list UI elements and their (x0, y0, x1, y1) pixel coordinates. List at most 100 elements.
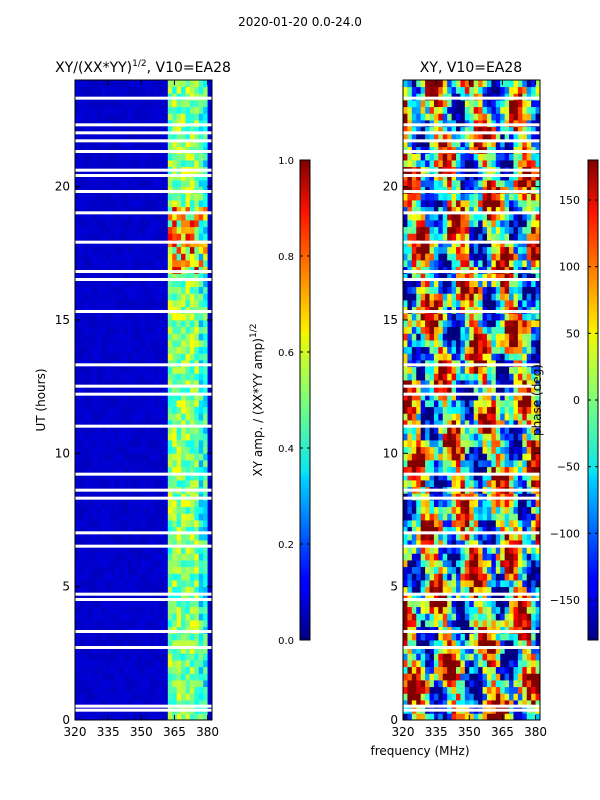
heatmap-cell (509, 686, 514, 694)
heatmap-cell (189, 566, 195, 574)
heatmap-cell (464, 693, 470, 701)
heatmap-cell (500, 526, 506, 534)
heatmap-cell (75, 393, 80, 401)
heatmap-cell (198, 340, 204, 348)
heatmap-cell (167, 126, 173, 134)
heatmap-cell (97, 540, 102, 548)
heatmap-cell (128, 700, 133, 708)
heatmap-cell (92, 633, 98, 641)
heatmap-cell (500, 446, 506, 454)
heatmap-cell (509, 620, 514, 628)
heatmap-cell (447, 580, 453, 588)
heatmap-cell (105, 393, 111, 401)
heatmap-cell (181, 260, 186, 268)
heatmap-cell (460, 600, 466, 608)
heatmap-cell (105, 126, 111, 134)
heatmap-cell (464, 413, 470, 421)
heatmap-cell (526, 440, 532, 448)
heatmap-cell (203, 673, 208, 681)
heatmap-cell (136, 646, 142, 654)
heatmap-cell (189, 333, 195, 341)
heatmap-cell (526, 400, 532, 408)
heatmap-cell (92, 246, 98, 254)
heatmap-cell (145, 600, 151, 608)
heatmap-cell (172, 233, 178, 241)
y-tick-label: 10 (55, 446, 70, 460)
heatmap-cell (447, 333, 453, 341)
heatmap-cell (141, 206, 147, 214)
heatmap-cell (464, 513, 470, 521)
heatmap-cell (79, 540, 85, 548)
heatmap-cell (198, 586, 204, 594)
heatmap-cell (411, 613, 417, 621)
heatmap-cell (451, 533, 457, 541)
heatmap-cell (119, 466, 125, 474)
heatmap-cell (97, 133, 102, 141)
heatmap-cell (482, 540, 488, 548)
heatmap-cell (486, 400, 492, 408)
heatmap-cell (163, 513, 169, 521)
heatmap-cell (416, 406, 422, 414)
heatmap-cell (509, 313, 514, 321)
heatmap-cell (123, 500, 129, 508)
heatmap-cell (136, 640, 142, 648)
heatmap-cell (207, 640, 213, 648)
heatmap-cell (181, 553, 186, 561)
heatmap-cell (185, 80, 191, 88)
heatmap-cell (132, 220, 138, 228)
heatmap-cell (456, 600, 461, 608)
heatmap-cell (469, 593, 475, 601)
heatmap-cell (114, 180, 120, 188)
heatmap-cell (145, 386, 151, 394)
heatmap-cell (482, 646, 488, 654)
heatmap-cell (509, 666, 514, 674)
heatmap-cell (176, 533, 182, 541)
heatmap-cell (163, 553, 169, 561)
heatmap-cell (97, 680, 102, 688)
heatmap-cell (429, 693, 435, 701)
heatmap-cell (119, 140, 125, 148)
heatmap-cell (189, 546, 195, 554)
heatmap-cell (531, 340, 536, 348)
heatmap-cell (486, 313, 492, 321)
heatmap-cell (114, 313, 120, 321)
heatmap-cell (150, 100, 155, 108)
heatmap-cell (495, 600, 501, 608)
heatmap-cell (531, 333, 536, 341)
heatmap-cell (132, 140, 138, 148)
heatmap-cell (136, 193, 142, 201)
heatmap-cell (517, 406, 523, 414)
heatmap-cell (163, 500, 169, 508)
heatmap-cell (88, 180, 94, 188)
heatmap-cell (403, 426, 408, 434)
heatmap-cell (517, 453, 523, 461)
heatmap-cell (154, 573, 160, 581)
heatmap-cell (535, 333, 541, 341)
heatmap-cell (482, 433, 488, 441)
heatmap-cell (114, 420, 120, 428)
heatmap-cell (158, 573, 164, 581)
heatmap-cell (176, 580, 182, 588)
heatmap-cell (198, 553, 204, 561)
heatmap-cell (101, 660, 107, 668)
heatmap-cell (425, 526, 430, 534)
heatmap-cell (105, 206, 111, 214)
heatmap-cell (531, 540, 536, 548)
heatmap-cell (482, 320, 488, 328)
heatmap-cell (478, 446, 483, 454)
heatmap-cell (464, 673, 470, 681)
heatmap-cell (429, 446, 435, 454)
heatmap-cell (132, 340, 138, 348)
heatmap-cell (185, 260, 191, 268)
heatmap-cell (158, 653, 164, 661)
heatmap-cell (464, 586, 470, 594)
heatmap-cell (469, 540, 475, 548)
heatmap-cell (464, 466, 470, 474)
heatmap-cell (425, 573, 430, 581)
heatmap-cell (438, 533, 444, 541)
heatmap-cell (460, 633, 466, 641)
heatmap-cell (509, 506, 514, 514)
heatmap-cell (141, 620, 147, 628)
heatmap-cell (464, 313, 470, 321)
heatmap-cell (167, 366, 173, 374)
